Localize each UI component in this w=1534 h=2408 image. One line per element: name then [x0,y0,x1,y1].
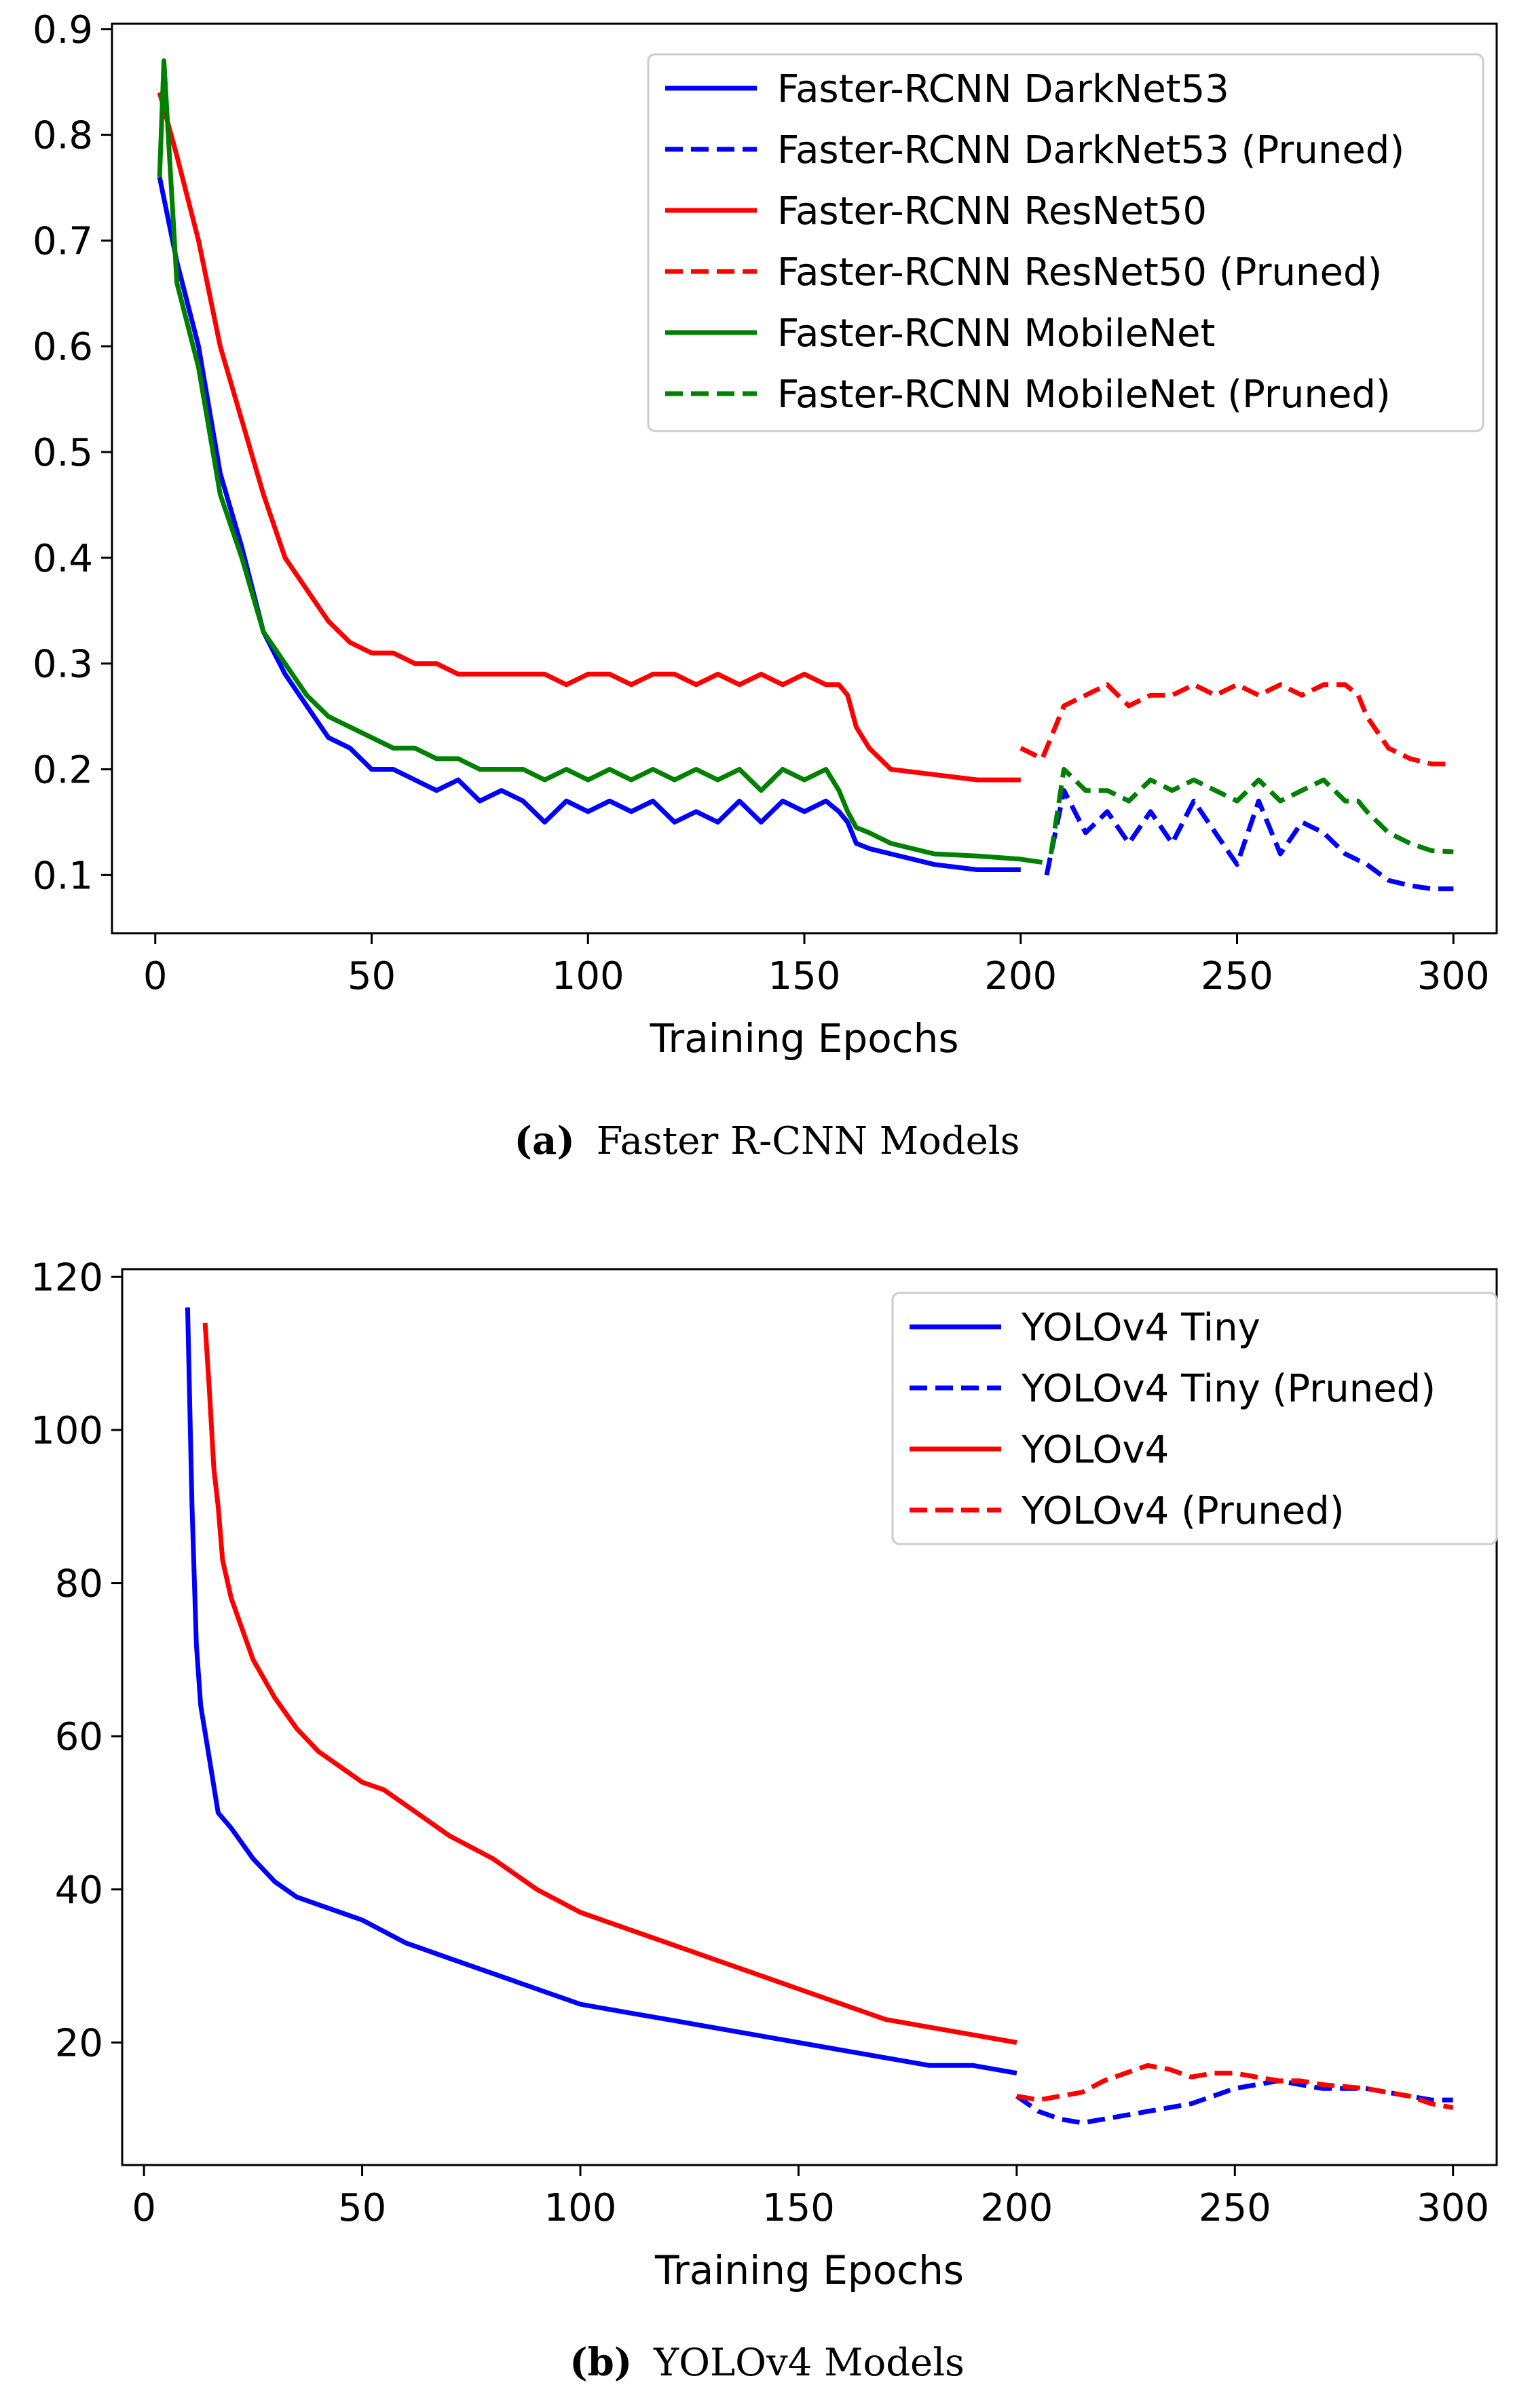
x-axis-label: Training Epochs [654,2247,964,2293]
x-tick-label: 250 [1199,2186,1271,2230]
legend-label-5: Faster-RCNN MobileNet (Pruned) [777,373,1391,417]
y-tick-label: 0.4 [33,537,93,581]
faster-rcnn-chart: 0 50 100 150 200 250 300 0.1 0.2 0.3 0.4 0.5 0.6 0.7 0… [33,8,1498,1061]
y-tick-label: 0.5 [33,431,93,475]
legend-label-3: YOLOv4 (Pruned) [1021,1489,1345,1533]
y-tick-label: 0.6 [33,325,93,369]
legend-label-2: YOLOv4 [1021,1428,1169,1472]
y-tick-label: 20 [55,2021,103,2065]
series-line-2 [202,1322,1017,2045]
caption-a: (a) Faster R-CNN Models [515,1118,1020,1163]
plot-frame [121,1268,1498,2166]
y-tick-label: 0.2 [33,748,93,792]
x-tick-label: 50 [338,2186,386,2230]
series-line-1 [1044,788,1454,892]
y-tick-label: 100 [31,1409,103,1453]
legend-box [647,53,1484,432]
y-tick-label: 0.8 [33,114,93,158]
y-tick-label: 40 [55,1868,103,1913]
legend: Faster-RCNN DarkNet53 Faster-RCNN DarkNet… [647,53,1484,432]
x-tick-label: 150 [762,2186,835,2230]
caption-a-text: Faster R-CNN Models [597,1119,1020,1163]
x-tick-label: 150 [768,954,841,998]
x-tick-label: 200 [980,2186,1053,2230]
caption-b: (b) YOLOv4 Models [569,2340,965,2385]
x-tick-label: 50 [348,954,396,998]
legend: YOLOv4 Tiny YOLOv4 Tiny (Pruned) YOLOv4 YOL… [891,1292,1498,1545]
y-tick-label: 0.7 [33,219,93,263]
legend-label-3: Faster-RCNN ResNet50 (Pruned) [777,250,1382,295]
y-tick-label: 80 [55,1562,103,1606]
x-tick-label: 0 [143,954,168,998]
series-line-0 [157,176,1021,872]
x-axis-label: Training Epochs [649,1015,958,1061]
legend-label-0: YOLOv4 Tiny [1021,1306,1260,1350]
caption-b-text: YOLOv4 Models [653,2341,965,2385]
legend-label-4: Faster-RCNN MobileNet [777,312,1215,356]
x-tick-label: 250 [1201,954,1273,998]
legend-label-1: Faster-RCNN DarkNet53 (Pruned) [777,128,1404,172]
y-tick-label: 60 [55,1715,103,1759]
legend-label-1: YOLOv4 Tiny (Pruned) [1021,1367,1436,1411]
series-line-4 [157,58,1043,865]
x-tick-label: 300 [1417,954,1490,998]
y-tick-label: 0.9 [33,8,93,52]
caption-a-letter: (a) [515,1118,575,1163]
yolov4-chart: 0 50 100 150 200 250 300 20 40 60 80 100 120 Training… [31,1256,1498,2293]
x-tick-label: 100 [544,2186,617,2230]
series-group [185,1307,1454,2126]
x-tick-label: 100 [552,954,624,998]
series-line-0 [185,1307,1017,2076]
series-line-2 [157,92,1021,783]
series-line-3 [1016,2063,1454,2110]
y-tick-label: 0.3 [33,643,93,687]
series-line-1 [1015,2078,1453,2126]
series-group [157,58,1454,892]
y-tick-label: 0.1 [33,854,93,898]
x-tick-label: 300 [1417,2186,1489,2230]
legend-label-2: Faster-RCNN ResNet50 [777,189,1207,233]
caption-b-letter: (b) [569,2340,632,2385]
x-tick-label: 200 [984,954,1057,998]
series-line-3 [1019,682,1454,767]
y-tick-label: 120 [31,1256,103,1300]
legend-box [891,1292,1498,1545]
x-tick-label: 0 [132,2186,156,2230]
legend-label-0: Faster-RCNN DarkNet53 [777,67,1229,111]
series-line-5 [1048,767,1454,854]
